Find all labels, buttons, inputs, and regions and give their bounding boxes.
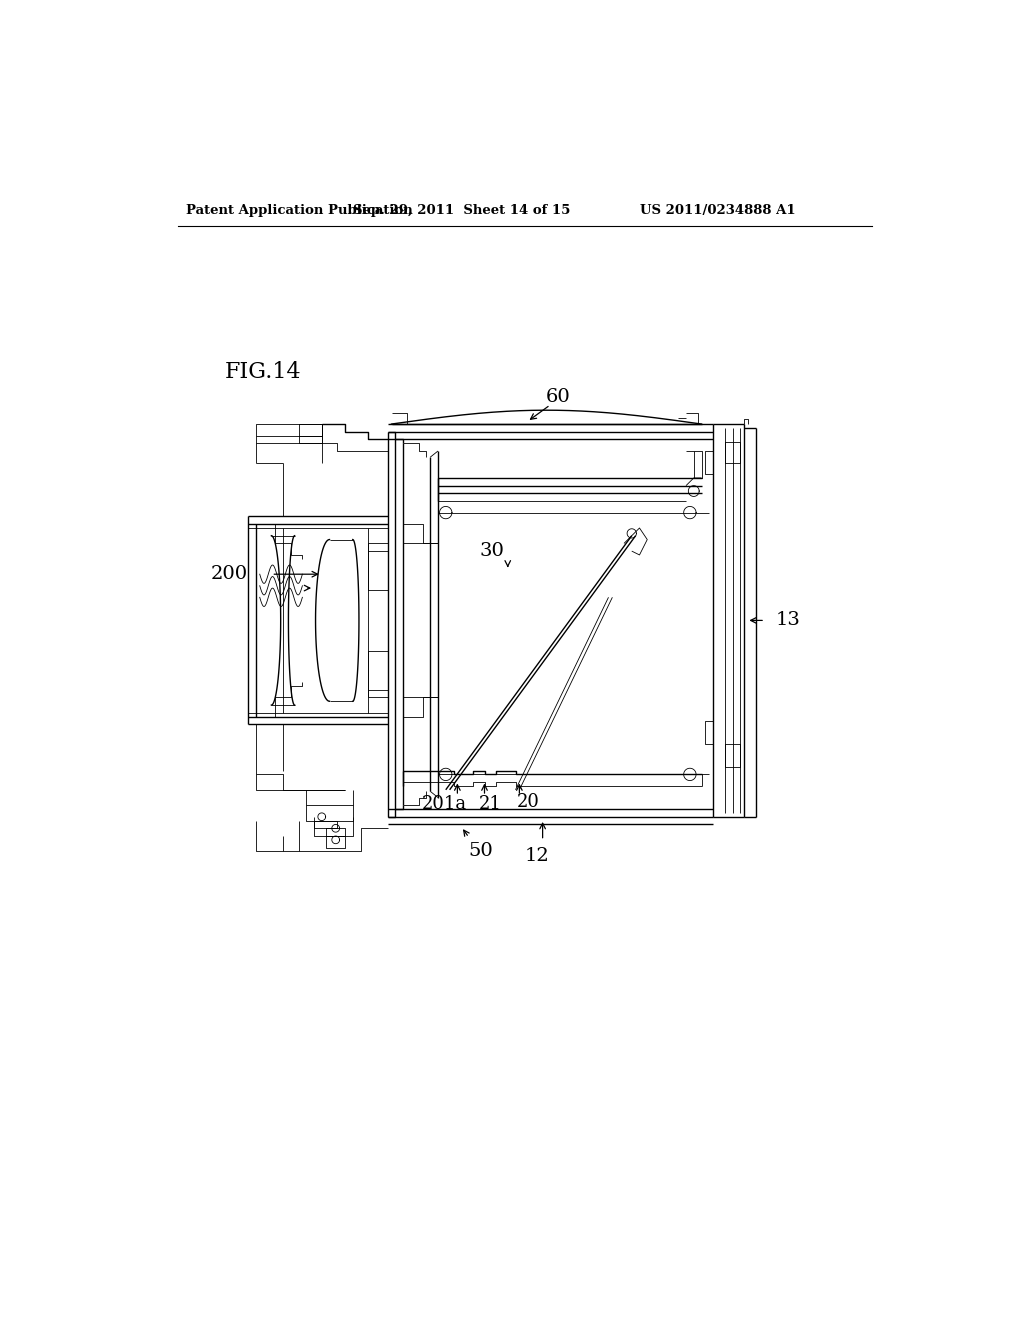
Text: 200: 200 (211, 565, 248, 583)
Text: Sep. 29, 2011  Sheet 14 of 15: Sep. 29, 2011 Sheet 14 of 15 (352, 205, 570, 218)
Text: 201a: 201a (422, 795, 467, 813)
Text: FIG.14: FIG.14 (225, 362, 301, 383)
Text: 21: 21 (479, 795, 502, 813)
Text: 60: 60 (546, 388, 570, 407)
Text: 30: 30 (480, 543, 505, 560)
Text: 20: 20 (517, 793, 540, 810)
Text: 50: 50 (468, 842, 493, 861)
Text: Patent Application Publication: Patent Application Publication (186, 205, 413, 218)
Text: 12: 12 (525, 847, 550, 865)
Text: US 2011/0234888 A1: US 2011/0234888 A1 (640, 205, 795, 218)
Text: 13: 13 (775, 611, 800, 630)
